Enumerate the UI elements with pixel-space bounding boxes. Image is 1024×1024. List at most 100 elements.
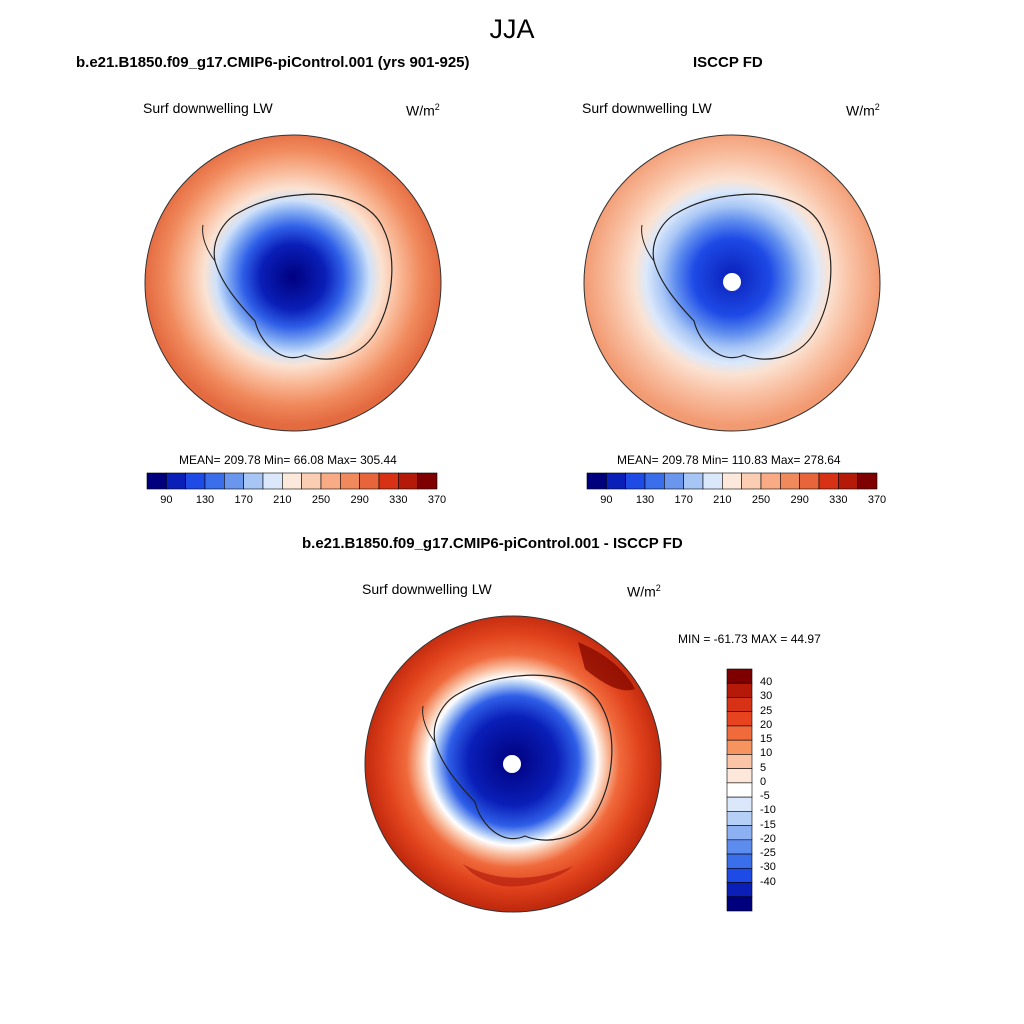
cb1-swatch — [378, 472, 399, 490]
cb3-swatch — [726, 668, 753, 684]
cb2-swatch — [818, 472, 839, 490]
panel1-antarctica-coastline — [213, 193, 393, 360]
cb1-swatch — [185, 472, 206, 490]
panel1-tick: 90 — [160, 494, 173, 506]
panel2-pole-hole — [723, 273, 741, 291]
panel2-antarctica-coastline — [652, 193, 832, 360]
panel3-south-anomaly-patch — [463, 864, 573, 887]
panel1-title: b.e21.B1850.f09_g17.CMIP6-piControl.001 … — [76, 54, 470, 71]
cb1-swatch — [243, 472, 264, 490]
cb3-swatch — [726, 839, 753, 855]
cb3-swatch — [726, 768, 753, 784]
panel3-colorbar — [726, 668, 753, 912]
panel1-tick: 330 — [389, 494, 408, 506]
cb2-swatch — [664, 472, 684, 490]
panel2-units: W/m2 — [846, 102, 880, 119]
panel2-tick: 330 — [829, 494, 848, 506]
panel3-polar-map — [364, 615, 662, 913]
panel3-max-anomaly-patch — [578, 642, 635, 691]
cb1-swatch — [224, 472, 244, 490]
cb2-swatch — [741, 472, 762, 490]
cb2-swatch — [760, 472, 781, 490]
cb3-swatch — [726, 882, 753, 898]
cb3-swatch — [726, 782, 753, 798]
panel2-colorbar-ticks: 90 130 170 210 250 290 330 370 — [587, 494, 886, 508]
panel3-tick: -30 — [760, 861, 776, 874]
cb1-swatch — [166, 472, 186, 490]
panel2-variable-label: Surf downwelling LW — [582, 100, 712, 116]
panel3-pole-hole — [503, 755, 521, 773]
cb2-swatch — [644, 472, 665, 490]
panel1-variable-label: Surf downwelling LW — [143, 100, 273, 116]
panel1-colorbar — [146, 472, 438, 490]
cb1-swatch — [417, 472, 438, 490]
panel3-tick: -10 — [760, 804, 776, 817]
panel1-polar-map — [144, 134, 442, 432]
cb2-swatch — [586, 472, 607, 490]
panel2-colorbar — [586, 472, 878, 490]
cb2-swatch — [606, 472, 626, 490]
panel3-tick: -25 — [760, 847, 776, 860]
panel3-tick: 40 — [760, 676, 773, 689]
main-title: JJA — [489, 14, 535, 44]
panel3-title: b.e21.B1850.f09_g17.CMIP6-piControl.001 … — [302, 535, 683, 552]
cb1-swatch — [146, 472, 167, 490]
cb3-swatch — [726, 896, 753, 912]
cb3-swatch — [726, 811, 753, 826]
panel3-variable-label: Surf downwelling LW — [362, 581, 492, 597]
cb2-swatch — [625, 472, 646, 490]
panel3-units: W/m2 — [627, 583, 661, 600]
cb1-swatch — [204, 472, 225, 490]
panel3-tick: 10 — [760, 747, 773, 760]
cb1-swatch — [320, 472, 341, 490]
cb3-swatch — [726, 825, 753, 841]
cb3-swatch — [726, 682, 753, 698]
panel2-tick: 130 — [635, 494, 655, 506]
cb1-swatch — [359, 472, 380, 490]
panel3-antarctica-coastline — [433, 674, 613, 841]
panel3-colorbar-ticks: 40 30 25 20 15 10 5 0 -5 -10 -15 -20 -25… — [760, 669, 800, 911]
cb2-swatch — [683, 472, 704, 490]
cb3-swatch — [726, 796, 753, 812]
cb2-swatch — [702, 472, 723, 490]
cb1-swatch — [398, 472, 418, 490]
panel1-stats: MEAN= 209.78 Min= 66.08 Max= 305.44 — [179, 453, 397, 467]
cb3-swatch — [726, 711, 753, 727]
cb2-swatch — [780, 472, 800, 490]
panel2-tick: 250 — [751, 494, 771, 506]
cb1-swatch — [282, 472, 302, 490]
panel3-tick: -5 — [760, 790, 770, 803]
cb3-swatch — [726, 739, 753, 755]
panel2-title: ISCCP FD — [693, 54, 763, 71]
panel2-tick: 170 — [674, 494, 693, 506]
cb2-swatch — [838, 472, 858, 490]
panel1-tick: 370 — [427, 494, 447, 506]
panel3-tick: 15 — [760, 733, 773, 746]
panel2-tick: 90 — [600, 494, 613, 506]
panel3-tick: -40 — [760, 875, 776, 888]
panel2-stats: MEAN= 209.78 Min= 110.83 Max= 278.64 — [617, 453, 841, 467]
panel3-tick: -15 — [760, 818, 776, 831]
panel1-tick: 170 — [234, 494, 253, 506]
panel1-tick: 130 — [195, 494, 215, 506]
cb3-swatch — [726, 853, 753, 869]
panel3-stats: MIN = -61.73 MAX = 44.97 — [678, 632, 821, 646]
panel1-colorbar-ticks: 90 130 170 210 250 290 330 370 — [147, 494, 446, 508]
panel1-units: W/m2 — [406, 102, 440, 119]
panel2-tick: 370 — [867, 494, 887, 506]
cb1-swatch — [262, 472, 283, 490]
panel1-tick: 250 — [311, 494, 331, 506]
panel3-tick: 5 — [760, 761, 767, 774]
panel3-tick: -20 — [760, 832, 776, 845]
panel2-polar-map — [583, 134, 881, 432]
cb2-swatch — [799, 472, 820, 490]
panel3-tick: 20 — [760, 718, 773, 731]
panel3-tick: 0 — [760, 775, 767, 788]
panel1-tick: 290 — [350, 494, 369, 506]
panel3-peninsula-coastline — [422, 705, 436, 743]
panel1-peninsula-coastline — [202, 224, 216, 262]
cb2-swatch — [722, 472, 742, 490]
cb1-swatch — [301, 472, 322, 490]
panel2-tick: 290 — [790, 494, 809, 506]
cb3-swatch — [726, 867, 753, 883]
